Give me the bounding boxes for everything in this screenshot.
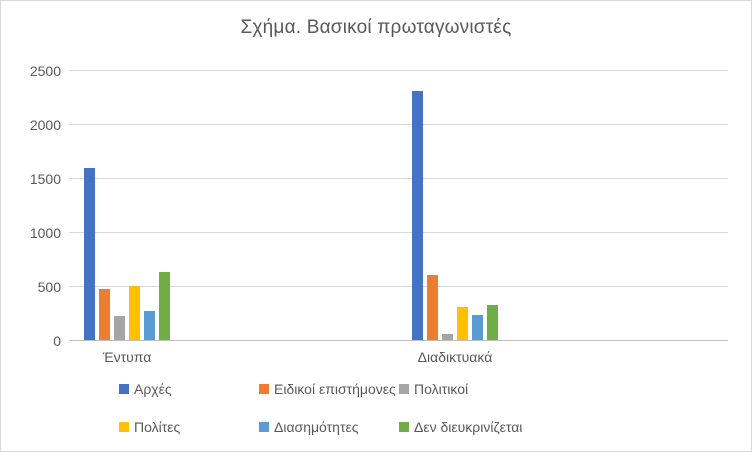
bar bbox=[442, 334, 453, 340]
legend-label: Πολίτες bbox=[134, 419, 181, 435]
chart-title: Σχήμα. Βασικοί πρωταγωνιστές bbox=[240, 17, 512, 38]
y-axis-tick-label: 1500 bbox=[29, 171, 61, 187]
bar bbox=[114, 316, 125, 340]
bar bbox=[427, 275, 438, 340]
x-axis-category-label: Έντυπα bbox=[102, 349, 152, 365]
legend-item: Πολιτικοί bbox=[399, 381, 539, 397]
y-axis-tick-label: 0 bbox=[53, 333, 61, 349]
bar bbox=[144, 311, 155, 340]
legend-label: Ειδικοί επιστήμονες bbox=[274, 381, 396, 397]
gridline bbox=[69, 178, 728, 179]
legend-swatch-icon bbox=[259, 384, 269, 394]
x-axis-line bbox=[69, 340, 728, 341]
bar-cluster bbox=[412, 91, 498, 340]
y-axis-tick-label: 2000 bbox=[29, 117, 61, 133]
legend-label: Αρχές bbox=[134, 381, 172, 397]
plot-area bbox=[69, 70, 728, 341]
gridline bbox=[69, 70, 728, 71]
legend-swatch-icon bbox=[259, 422, 269, 432]
legend-item: Αρχές bbox=[119, 381, 259, 397]
legend-item: Πολίτες bbox=[119, 419, 259, 435]
bar-cluster bbox=[84, 168, 170, 340]
chart-legend: Αρχές Ειδικοί επιστήμονες Πολιτικοί Πολίτες… bbox=[119, 381, 679, 451]
legend-swatch-icon bbox=[119, 384, 129, 394]
bar bbox=[457, 307, 468, 340]
legend-item: Διασημότητες bbox=[259, 419, 399, 435]
y-axis-tick-label: 2500 bbox=[29, 63, 61, 79]
y-axis-tick-label: 1000 bbox=[29, 225, 61, 241]
x-axis-category-label: Διαδικτυακά bbox=[417, 349, 493, 365]
gridline bbox=[69, 124, 728, 125]
y-axis-tick-label: 500 bbox=[37, 279, 61, 295]
legend-item: Ειδικοί επιστήμονες bbox=[259, 381, 399, 397]
bar bbox=[99, 289, 110, 340]
legend-swatch-icon bbox=[399, 422, 409, 432]
legend-label: Πολιτικοί bbox=[414, 381, 469, 397]
legend-swatch-icon bbox=[119, 422, 129, 432]
legend-swatch-icon bbox=[399, 384, 409, 394]
gridline bbox=[69, 232, 728, 233]
legend-item: Δεν διευκρινίζεται bbox=[399, 419, 539, 435]
legend-row: Αρχές Ειδικοί επιστήμονες Πολιτικοί bbox=[119, 381, 679, 419]
bar bbox=[487, 305, 498, 340]
bar bbox=[472, 315, 483, 340]
legend-label: Διασημότητες bbox=[274, 419, 359, 435]
bar bbox=[159, 272, 170, 340]
gridline bbox=[69, 286, 728, 287]
bar bbox=[84, 168, 95, 340]
bar bbox=[412, 91, 423, 340]
bar bbox=[129, 286, 140, 340]
legend-row: Πολίτες Διασημότητες Δεν διευκρινίζεται bbox=[119, 419, 679, 451]
legend-label: Δεν διευκρινίζεται bbox=[414, 419, 523, 435]
